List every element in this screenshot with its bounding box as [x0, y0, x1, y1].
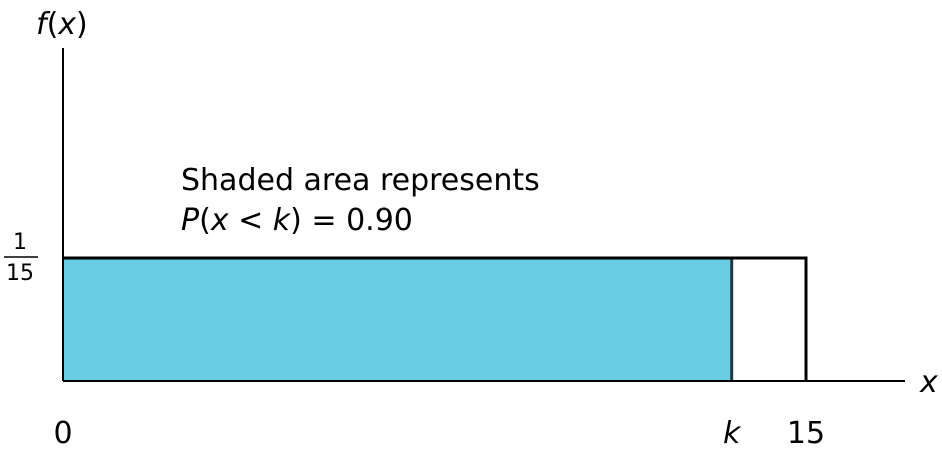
x-tick-labels: 0 k 15 [53, 416, 825, 451]
annotation-segment: k [273, 203, 292, 238]
y-label-x: x [57, 7, 76, 42]
density-rectangle-outline [63, 256, 808, 381]
annotation-segment: < [229, 203, 273, 238]
x-tick-label: k [723, 416, 742, 451]
annotation-line-2: P(x < k) = 0.90 [181, 203, 413, 238]
annotation-line-1: Shaded area represents [181, 163, 540, 198]
annotation-segment: P [181, 203, 200, 238]
shaded-area [63, 258, 732, 381]
annotation-segment: ) = 0.90 [290, 203, 413, 238]
annotation-segment: ( [199, 203, 211, 238]
y-axis-label: f(x) [36, 7, 88, 42]
annotation-segment: x [210, 203, 229, 238]
x-tick-label: 15 [787, 416, 825, 451]
x-axis-label: x [919, 365, 938, 400]
density-numerator: 1 [13, 230, 27, 255]
x-tick-label: 0 [53, 416, 72, 451]
y-label-paren-open: ( [47, 7, 59, 42]
y-label-paren-close: ) [76, 7, 88, 42]
density-denominator: 15 [6, 261, 34, 286]
